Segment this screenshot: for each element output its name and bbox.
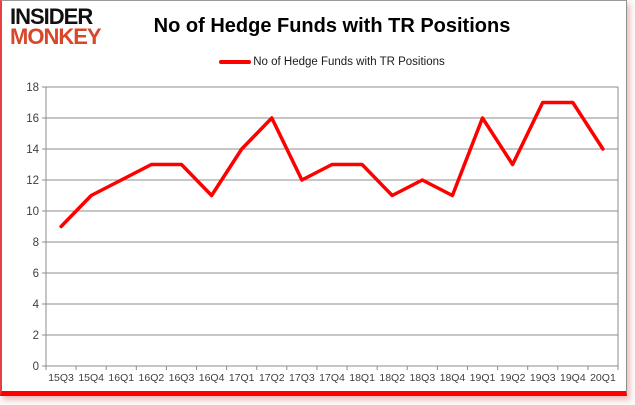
y-axis-label: 4 — [33, 299, 40, 311]
y-axis-label: 8 — [33, 237, 39, 249]
x-axis-label: 18Q2 — [379, 372, 405, 384]
x-axis-label: 20Q1 — [590, 372, 616, 384]
y-axis-label: 10 — [26, 206, 39, 218]
y-axis-label: 14 — [26, 144, 39, 156]
x-axis-label: 17Q1 — [229, 372, 255, 384]
series-line — [59, 100, 605, 229]
insider-monkey-logo: INSIDER MONKEY — [10, 4, 102, 50]
x-axis-label: 18Q3 — [409, 372, 435, 384]
logo-text-insider: INSIDER — [10, 4, 93, 29]
x-axis-label: 19Q1 — [470, 372, 496, 384]
y-axis-label: 6 — [33, 268, 39, 280]
logo-text-monkey: MONKEY — [10, 24, 102, 50]
y-axis-label: 0 — [33, 361, 39, 373]
line-chart: 0 2 4 6 8 10 12 14 16 18 15Q3 15Q4 16Q1 16Q2 16Q3 16Q4 1… — [26, 82, 619, 384]
x-axis-label: 16Q1 — [108, 372, 134, 384]
x-axis-label: 15Q3 — [48, 372, 74, 384]
x-axis-label: 19Q2 — [500, 372, 526, 384]
y-axis-label: 16 — [26, 113, 39, 125]
x-axis-label: 19Q4 — [560, 372, 586, 384]
x-axis-label: 19Q3 — [530, 372, 556, 384]
y-axis-label: 18 — [26, 82, 39, 94]
chart-card: INSIDER MONKEY No of Hedge Funds with TR… — [0, 0, 627, 396]
x-axis-label: 18Q1 — [349, 372, 375, 384]
legend-label: No of Hedge Funds with TR Positions — [253, 56, 445, 68]
plot-border — [45, 86, 619, 367]
x-axis-label: 16Q4 — [199, 372, 225, 384]
legend-line-swatch — [219, 60, 252, 64]
x-axis-label: 17Q4 — [319, 372, 345, 384]
legend: No of Hedge Funds with TR Positions — [46, 56, 618, 68]
y-axis-label: 2 — [33, 330, 39, 342]
x-axis-label: 16Q3 — [169, 372, 195, 384]
x-axis-label: 15Q4 — [78, 372, 104, 384]
chart-title: No of Hedge Funds with TR Positions — [153, 15, 511, 37]
x-axis-label: 17Q3 — [289, 372, 315, 384]
y-axis-label: 12 — [26, 175, 39, 187]
x-axis-label: 16Q2 — [139, 372, 165, 384]
x-axis-label: 18Q4 — [440, 372, 466, 384]
x-axis-label: 17Q2 — [259, 372, 285, 384]
